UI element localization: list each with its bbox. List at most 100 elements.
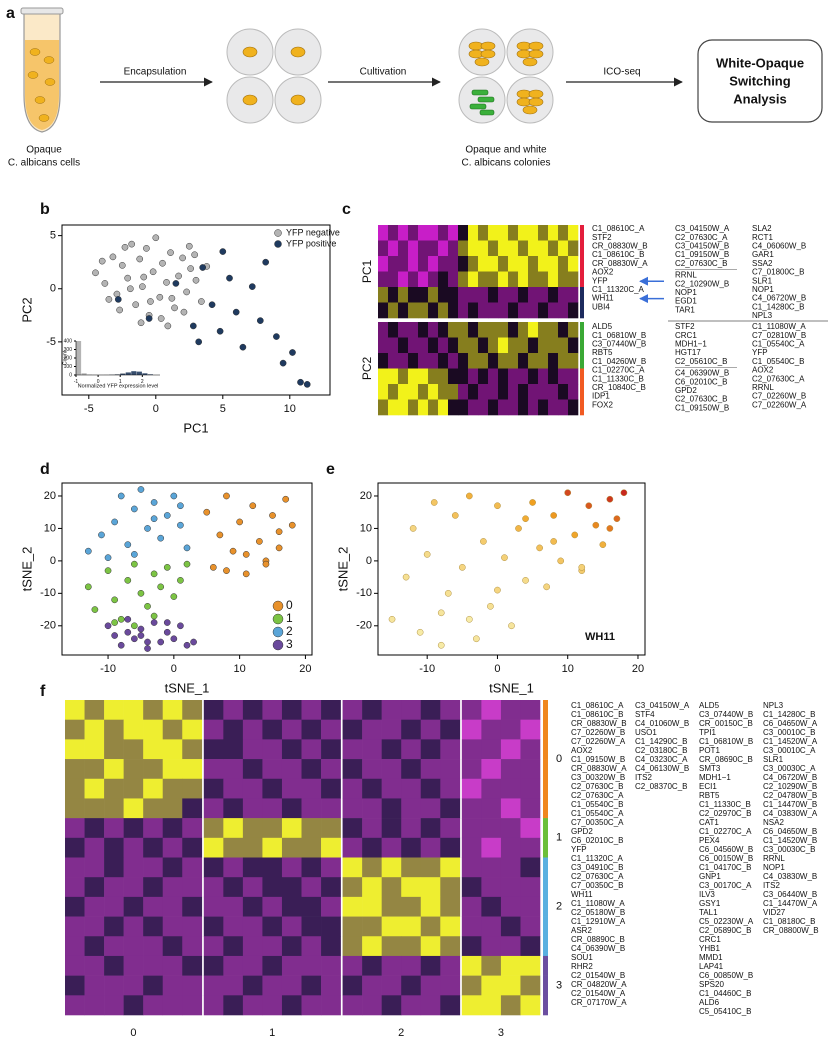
heat-cell <box>558 240 569 257</box>
gene-label: C4_01060W_B <box>635 719 689 728</box>
point <box>620 489 628 497</box>
heat-cell <box>458 384 469 400</box>
heat-cell <box>301 975 322 996</box>
point <box>303 381 311 388</box>
gene-label: C6_04560W_B <box>699 845 753 854</box>
heat-cell <box>281 759 302 780</box>
heat-cell <box>65 857 85 878</box>
heat-cell <box>301 877 322 898</box>
x-tick-label: 5 <box>220 403 226 415</box>
heat-cell <box>378 302 389 319</box>
gene-label: NOP1 <box>763 863 785 872</box>
gene-label: CRC1 <box>675 331 697 340</box>
heat-cell <box>262 759 283 780</box>
point <box>183 560 191 568</box>
heat-cell <box>418 322 429 338</box>
heat-cell <box>498 256 509 272</box>
point <box>157 534 165 542</box>
heat-cell <box>388 302 399 319</box>
point <box>199 264 207 271</box>
heat-cell <box>448 271 459 288</box>
heat-cell <box>481 759 502 780</box>
heat-cell <box>448 302 459 319</box>
legend-marker <box>274 240 282 248</box>
heat-cell <box>520 916 541 937</box>
heat-cell <box>123 955 144 976</box>
y-tick-label: 10 <box>44 522 56 534</box>
heat-cell <box>301 995 322 1016</box>
heat-cell <box>440 778 461 799</box>
heat-cell <box>162 916 183 937</box>
heat-cell <box>362 896 382 917</box>
row-bar <box>543 818 548 839</box>
heat-cell <box>508 337 519 354</box>
heat-cell <box>538 353 549 369</box>
heat-cell <box>242 896 263 917</box>
gene-label: C2_05610C_B <box>675 357 727 366</box>
heat-cell <box>458 225 469 241</box>
heat-cell <box>528 384 539 400</box>
heat-cell <box>162 975 183 996</box>
heat-cell <box>518 337 529 354</box>
heat-cell <box>478 271 489 288</box>
gene-label: C3_04910C_B <box>571 863 623 872</box>
y-tick-label: 400 <box>64 338 73 344</box>
heat-cell <box>381 955 402 976</box>
point <box>124 615 132 623</box>
gene-label: RBT5 <box>699 791 720 800</box>
heat-cell <box>481 955 502 976</box>
heat-cell <box>388 368 399 385</box>
gene-label: YHB1 <box>699 944 720 953</box>
heat-cell <box>448 384 459 400</box>
heat-cell <box>104 955 124 976</box>
heat-cell <box>84 759 105 780</box>
gene-label: CR_08830W_A <box>592 259 648 268</box>
row-cluster-label: 1 <box>556 832 562 844</box>
gene-label: C2_05890C_B <box>699 926 751 935</box>
x-tick-label: -1 <box>74 379 79 385</box>
point <box>126 285 134 293</box>
heat-cell <box>182 798 203 819</box>
heat-cell <box>321 877 341 898</box>
hist-bar <box>81 373 87 375</box>
y-tick-label: 0 <box>366 555 372 567</box>
point <box>242 570 250 578</box>
panel-label: b <box>40 201 50 218</box>
caption: Opaque and white <box>465 145 547 156</box>
gene-label: AOX2 <box>752 366 774 375</box>
heat-cell <box>301 955 322 976</box>
heat-cell <box>362 759 382 780</box>
point <box>249 502 257 510</box>
gene-label: C7_02260W_A <box>752 400 807 409</box>
heat-cell <box>84 896 105 917</box>
heat-cell <box>408 368 419 385</box>
heat-cell <box>203 778 224 799</box>
heat-cell <box>65 877 85 898</box>
gene-label: C4_06390W_B <box>675 369 729 378</box>
heat-cell <box>528 368 539 385</box>
point <box>543 583 550 591</box>
gene-label: C1_06810W_B <box>592 331 646 340</box>
heat-cell <box>520 936 541 957</box>
heat-cell <box>440 916 461 937</box>
y-tick-label: 10 <box>360 522 372 534</box>
heat-cell <box>223 837 244 858</box>
point <box>198 298 205 305</box>
heat-cell <box>420 798 441 819</box>
heat-cell <box>458 302 469 319</box>
heat-cell <box>162 857 183 878</box>
gene-label: C3_00170C_A <box>699 881 752 890</box>
heat-cell <box>498 271 509 288</box>
heat-cell <box>162 936 183 957</box>
heat-cell <box>461 877 482 898</box>
gene-label: USO1 <box>635 728 657 737</box>
heat-cell <box>362 936 382 957</box>
gene-label: YFP <box>571 845 587 854</box>
gene-label: RRNL <box>763 854 785 863</box>
point <box>92 269 99 277</box>
gene-label: ILV3 <box>699 890 715 899</box>
y-tick-label: -20 <box>40 620 56 632</box>
heat-cell <box>342 896 363 917</box>
row-bar <box>543 700 548 720</box>
heat-cell <box>488 399 499 416</box>
